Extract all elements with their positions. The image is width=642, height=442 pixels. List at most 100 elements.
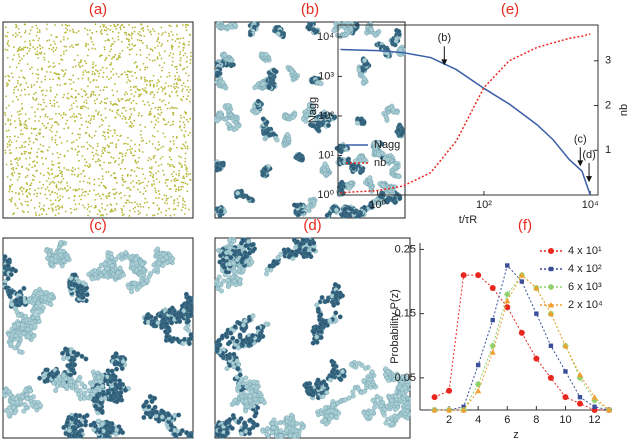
particle <box>84 159 86 161</box>
particle <box>42 94 44 96</box>
particle <box>64 187 66 189</box>
particle <box>136 77 138 79</box>
particle <box>48 178 50 180</box>
particle <box>158 121 160 123</box>
particle <box>16 162 18 164</box>
particle <box>172 114 174 116</box>
particle <box>161 263 166 268</box>
particle <box>61 142 63 144</box>
particle <box>25 158 27 160</box>
particle <box>55 206 57 208</box>
particle <box>56 84 58 86</box>
particle <box>168 35 170 37</box>
particle <box>104 138 106 140</box>
particle <box>92 421 97 426</box>
particle <box>110 211 112 213</box>
particle <box>154 47 156 49</box>
particle <box>139 203 141 205</box>
particle <box>184 161 186 163</box>
particle <box>108 55 110 57</box>
particle <box>132 33 134 35</box>
particle <box>87 29 89 31</box>
particle <box>161 70 163 72</box>
particle <box>83 170 85 172</box>
particle <box>103 26 105 28</box>
particle <box>178 186 180 188</box>
particle <box>121 177 123 179</box>
particle <box>32 97 34 99</box>
particle <box>100 214 102 216</box>
particle <box>139 95 141 97</box>
particle <box>172 34 174 36</box>
particle <box>44 79 46 81</box>
particle <box>123 250 128 255</box>
particle <box>369 27 374 32</box>
particle <box>84 191 86 193</box>
particle <box>67 189 69 191</box>
particle <box>339 188 344 193</box>
particle <box>137 189 139 191</box>
particle <box>17 111 19 113</box>
particle <box>25 151 27 153</box>
particle <box>155 124 157 126</box>
particle <box>136 182 138 184</box>
particle <box>106 76 108 78</box>
particle <box>267 84 272 89</box>
particle <box>105 30 107 32</box>
particle <box>62 117 64 119</box>
particle <box>36 162 38 164</box>
particle <box>187 148 189 150</box>
particle <box>12 101 14 103</box>
particle <box>347 186 352 191</box>
particle <box>18 193 20 195</box>
particle <box>95 153 97 155</box>
particle <box>300 157 305 162</box>
particle <box>184 430 189 435</box>
particle <box>181 129 183 131</box>
particle <box>151 185 153 187</box>
particle <box>35 212 37 214</box>
particle <box>108 78 110 80</box>
particle <box>27 201 29 203</box>
particle <box>81 96 83 98</box>
particle <box>18 176 20 178</box>
particle <box>88 79 90 81</box>
particle <box>33 325 38 330</box>
particle <box>93 189 95 191</box>
particle <box>50 90 52 92</box>
particle <box>174 107 176 109</box>
particle <box>21 190 23 192</box>
particle <box>171 180 173 182</box>
particle <box>34 48 36 50</box>
particle <box>7 57 9 59</box>
particle <box>187 145 189 147</box>
particle <box>76 208 78 210</box>
particle <box>99 185 101 187</box>
particle <box>171 173 173 175</box>
particle <box>13 269 18 274</box>
particle <box>155 190 157 192</box>
particle <box>173 203 175 205</box>
particle <box>33 142 35 144</box>
particle <box>37 40 39 42</box>
particle <box>160 109 162 111</box>
particle <box>49 78 51 80</box>
particle <box>133 45 135 47</box>
particle <box>140 134 142 136</box>
particle <box>188 91 190 93</box>
particle <box>184 53 186 55</box>
particle <box>90 120 92 122</box>
particle <box>16 34 18 36</box>
particle <box>92 147 94 149</box>
particle <box>31 127 33 129</box>
particle <box>7 146 9 148</box>
particle <box>75 149 77 151</box>
particle <box>28 137 30 139</box>
particle <box>97 429 102 434</box>
particle <box>46 180 48 182</box>
particle <box>39 202 41 204</box>
particle <box>58 77 60 79</box>
particle <box>233 23 238 28</box>
particle <box>114 132 116 134</box>
particle <box>72 66 74 68</box>
